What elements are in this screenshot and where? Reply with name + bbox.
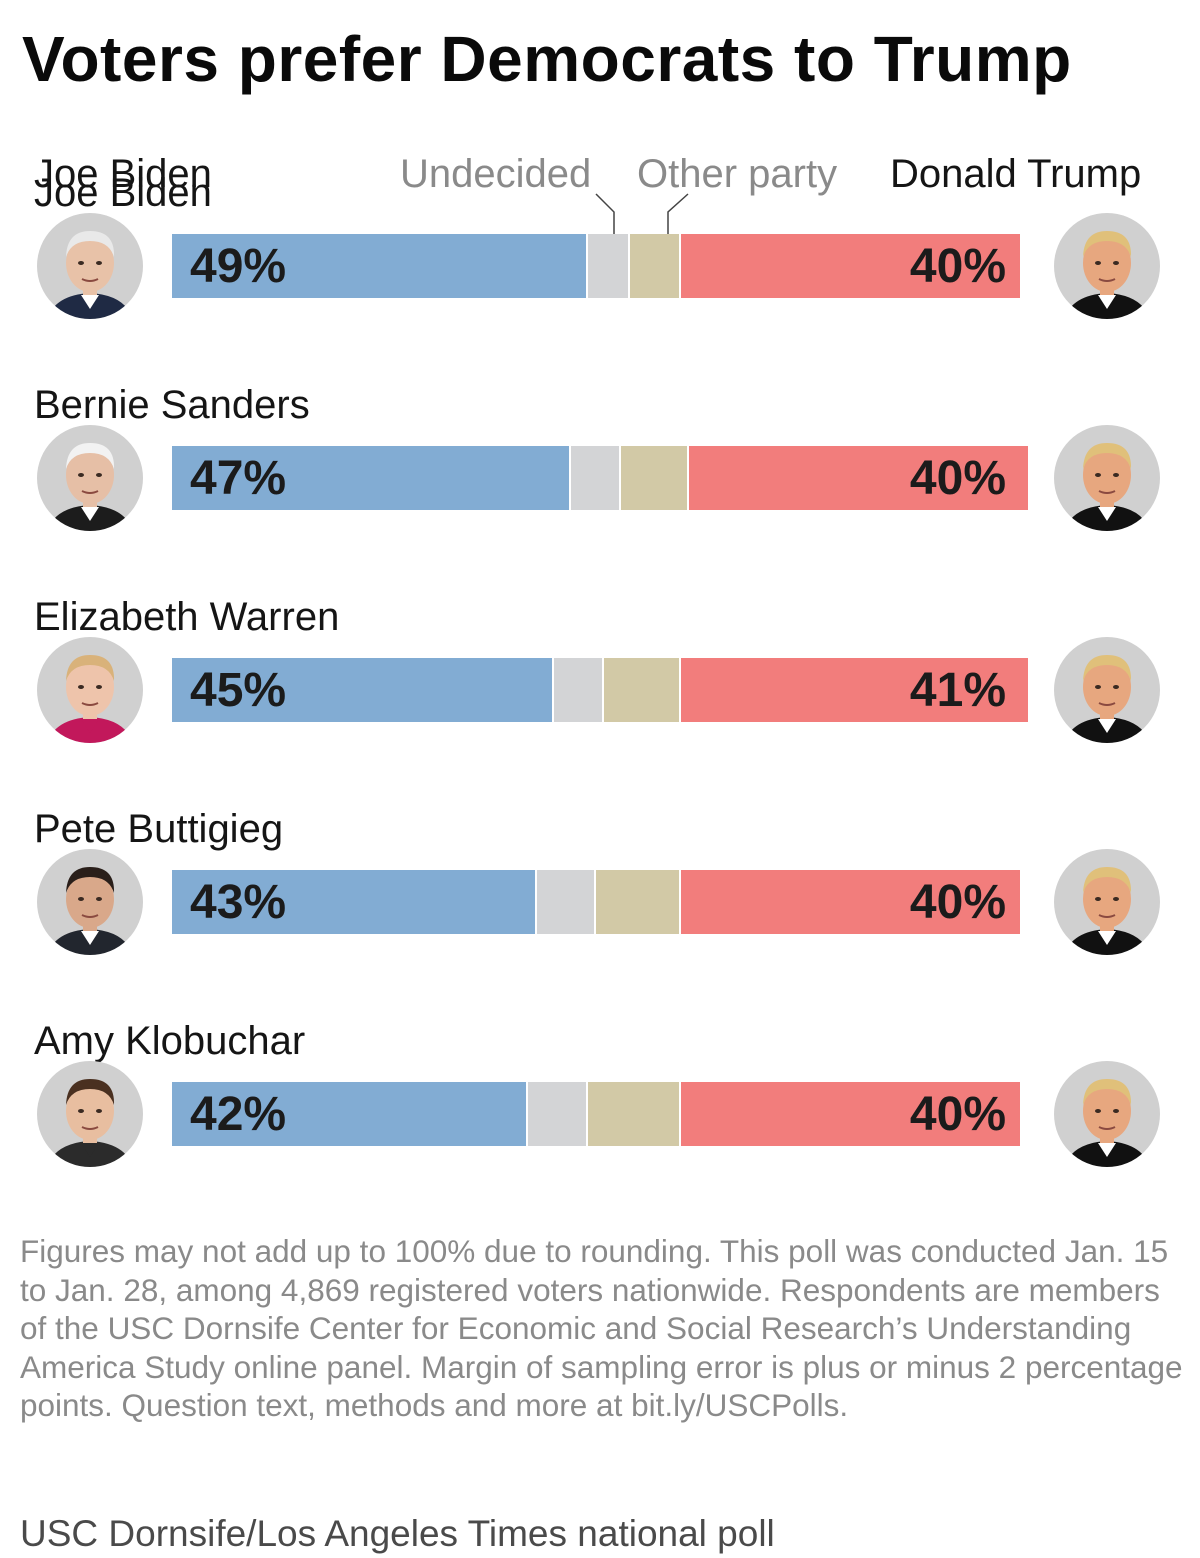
bar-segment-other-party	[621, 446, 688, 510]
bar-segment-undecided	[570, 446, 620, 510]
bar-segment-trump	[680, 658, 1029, 722]
legend-republican-label: Donald Trump	[890, 152, 1142, 196]
bar-amy-klobuchar: 42% 40%	[172, 1082, 1020, 1146]
legend-undecided-label: Undecided	[400, 152, 592, 196]
bar-segment-democrat	[172, 658, 552, 722]
candidate-name-joe-biden: Joe Biden	[34, 171, 212, 215]
candidate-name-pete-buttigieg: Pete Buttigieg	[34, 807, 284, 851]
trump-percent-label: 40%	[909, 1088, 1006, 1141]
candidate-name-elizabeth-warren: Elizabeth Warren	[34, 595, 340, 639]
candidate-name-amy-klobuchar: Amy Klobuchar	[34, 1019, 306, 1063]
trump-percent-label: 40%	[909, 452, 1006, 505]
bar-segment-democrat	[172, 446, 569, 510]
bar-segment-trump	[689, 446, 1029, 510]
trump-percent-label: 41%	[909, 664, 1006, 717]
chart-title: Voters prefer Democrats to Trump	[22, 23, 1072, 95]
trump-avatar	[1054, 1061, 1160, 1167]
legend-democrat-label: Joe Biden	[34, 152, 212, 196]
bar-segment-other-party	[629, 234, 679, 298]
democrat-percent-label: 49%	[190, 240, 287, 293]
bar-segment-trump	[680, 1082, 1020, 1146]
elizabeth-warren-avatar	[37, 637, 143, 743]
bar-segment-other-party	[596, 870, 679, 934]
bar-segment-trump	[680, 234, 1020, 298]
bar-segment-democrat	[172, 234, 586, 298]
bar-segment-undecided	[528, 1082, 586, 1146]
bar-bernie-sanders: 47% 40%	[172, 446, 1029, 510]
joe-biden-avatar	[37, 213, 143, 319]
trump-percent-label: 40%	[909, 876, 1006, 929]
bar-segment-other-party	[587, 1082, 679, 1146]
trump-avatar	[1054, 849, 1160, 955]
trump-percent-label: 40%	[909, 240, 1006, 293]
source-credit: USC Dornsife/Los Angeles Times national …	[20, 1513, 775, 1554]
legend-other-label: Other party	[637, 152, 838, 196]
bar-segment-trump	[680, 870, 1020, 934]
bar-pete-buttigieg: 43% 40%	[172, 870, 1020, 934]
undecided-leader-line	[595, 193, 615, 234]
bar-segment-democrat	[172, 1082, 527, 1146]
bar-segment-democrat	[172, 870, 535, 934]
bar-segment-undecided	[536, 870, 594, 934]
trump-avatar	[1054, 425, 1160, 531]
democrat-percent-label: 45%	[190, 664, 287, 717]
candidate-name-bernie-sanders: Bernie Sanders	[34, 383, 310, 427]
democrat-percent-label: 42%	[190, 1088, 287, 1141]
bar-joe-biden: 49% 40%	[172, 234, 1020, 298]
trump-avatar	[1054, 637, 1160, 743]
amy-klobuchar-avatar	[37, 1061, 143, 1167]
bar-segment-other-party	[604, 658, 679, 722]
methodology-note: Figures may not add up to 100% due to ro…	[20, 1233, 1183, 1423]
bar-segment-undecided	[553, 658, 603, 722]
democrat-percent-label: 43%	[190, 876, 287, 929]
other-party-leader-line	[667, 193, 689, 234]
bernie-sanders-avatar	[37, 425, 143, 531]
bar-segment-undecided	[587, 234, 628, 298]
pete-buttigieg-avatar	[37, 849, 143, 955]
trump-avatar	[1054, 213, 1160, 319]
democrat-percent-label: 47%	[190, 452, 287, 505]
bar-elizabeth-warren: 45% 41%	[172, 658, 1029, 722]
